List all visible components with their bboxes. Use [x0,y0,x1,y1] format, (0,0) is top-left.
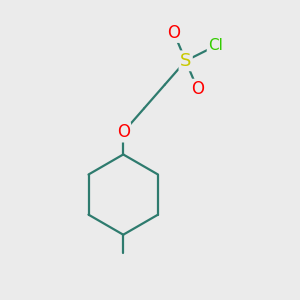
Text: O: O [117,123,130,141]
Text: O: O [191,80,204,98]
Text: S: S [180,52,191,70]
Text: Cl: Cl [208,38,223,53]
Text: O: O [167,24,180,42]
